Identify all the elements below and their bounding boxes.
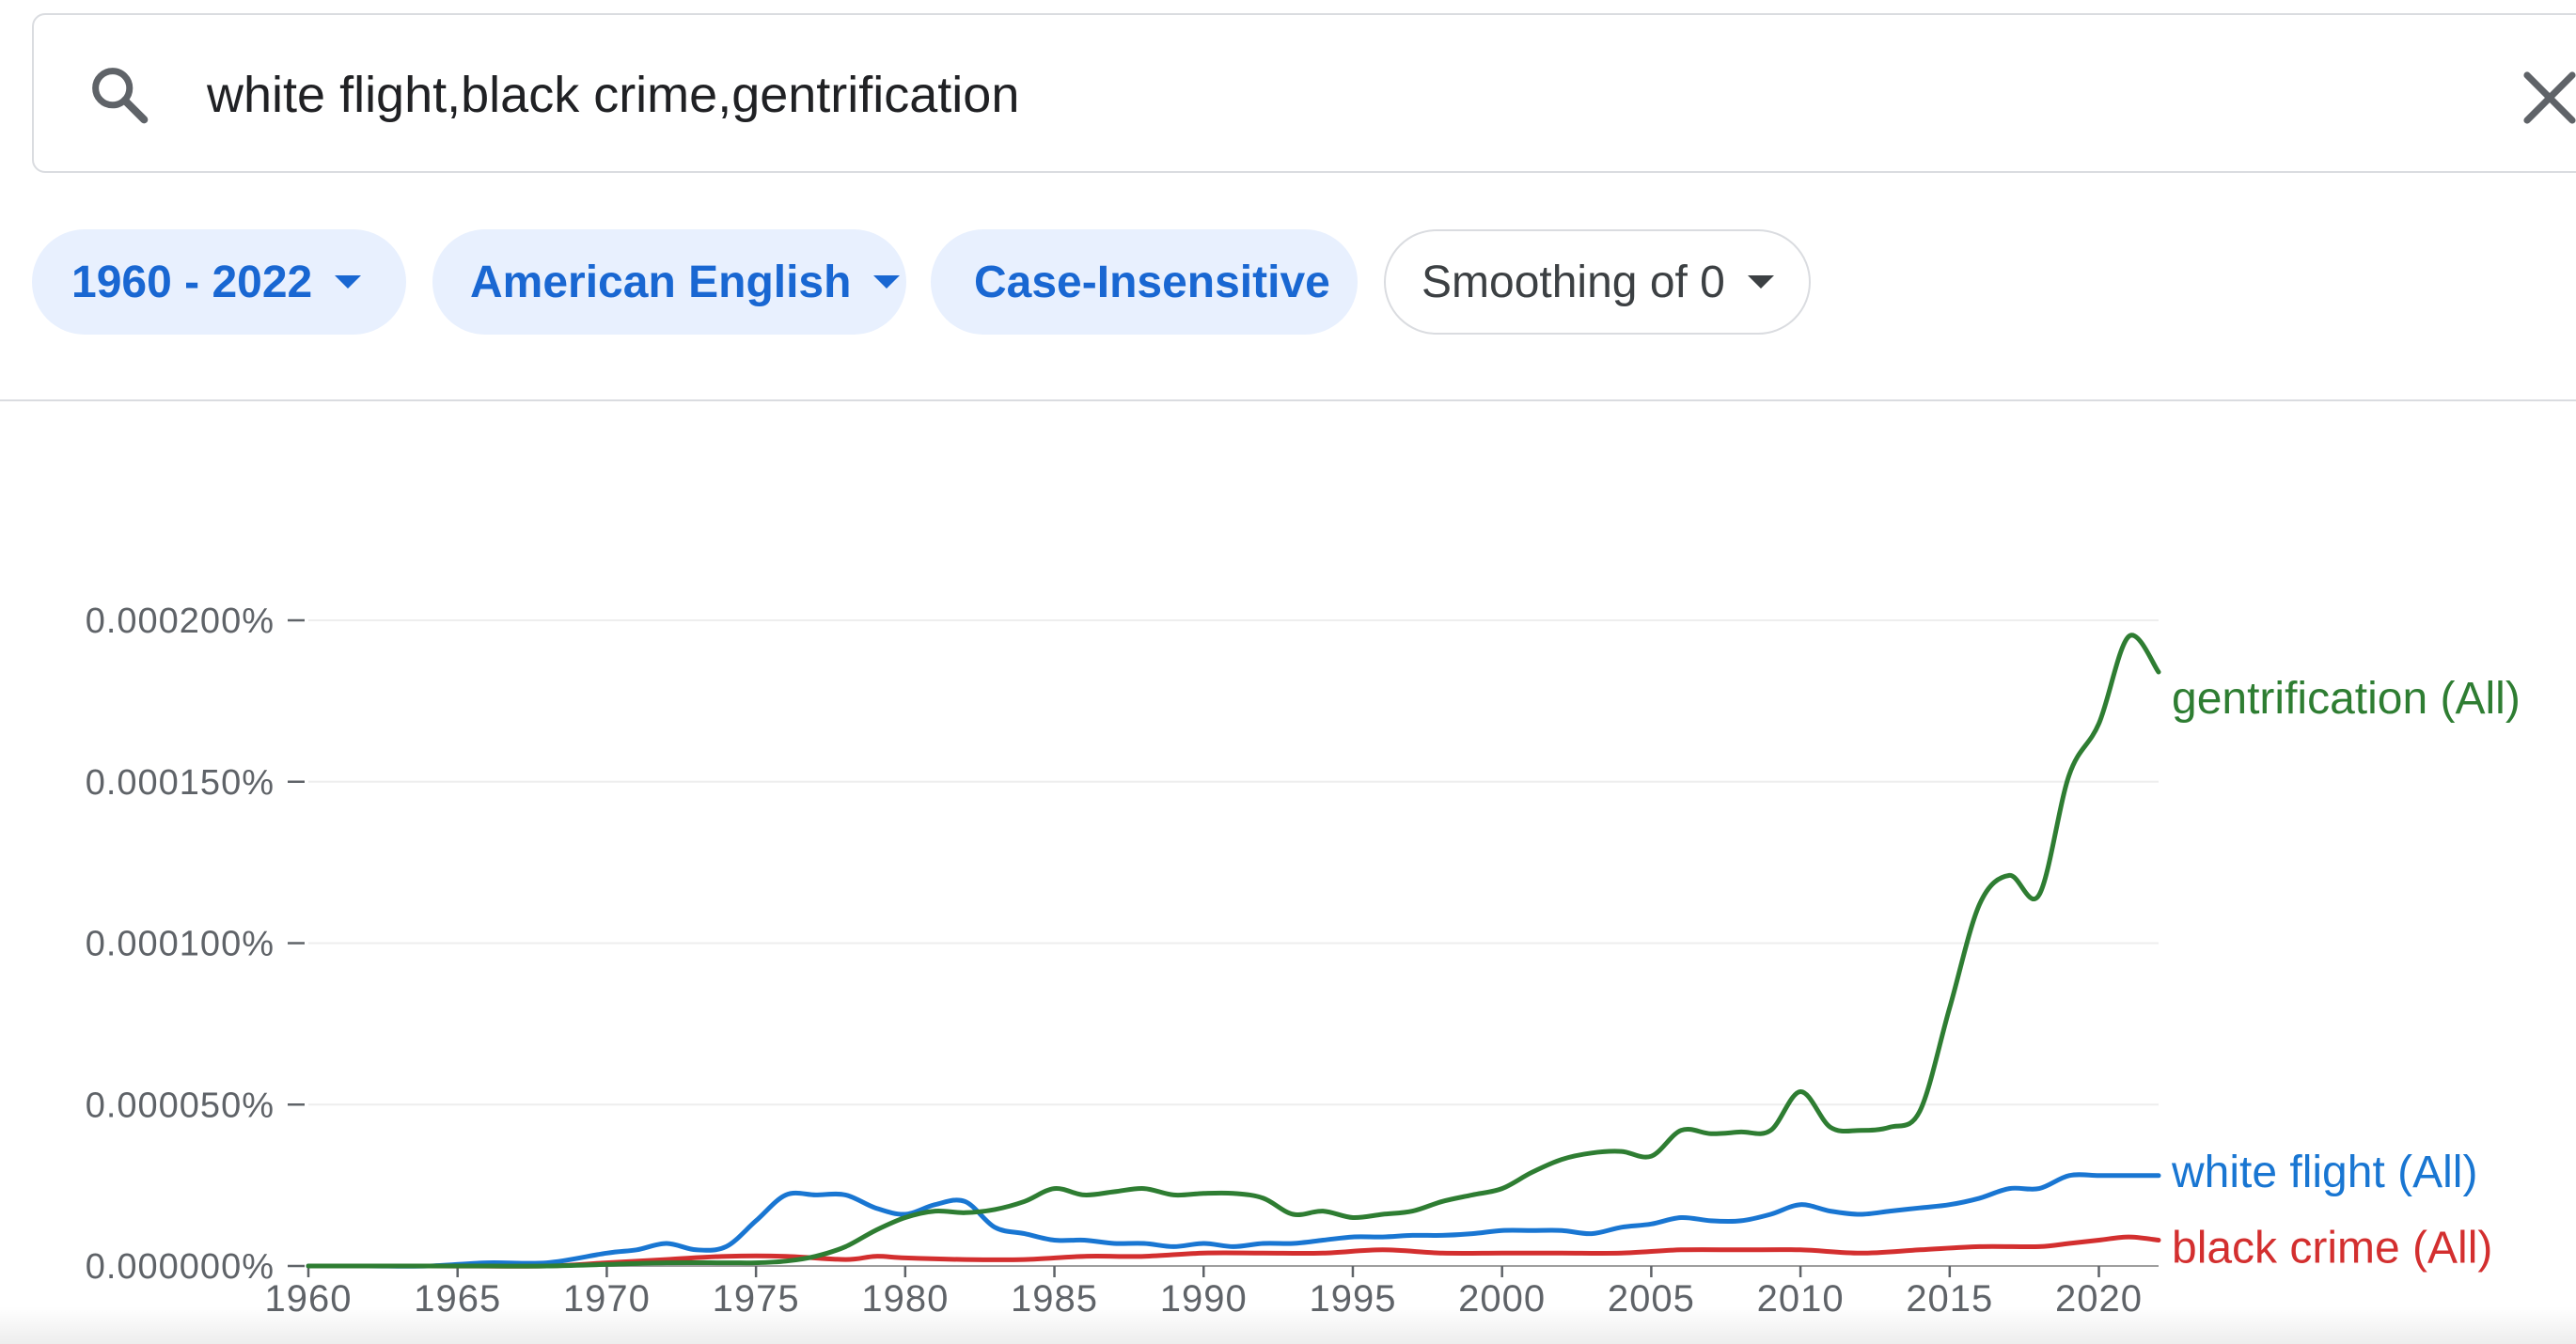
corpus-dropdown[interactable]: American English (432, 229, 906, 335)
y-tick-label: 0.000100% (86, 925, 275, 964)
case-label: Case-Insensitive (974, 257, 1330, 307)
series-line-gentrification-all[interactable] (306, 633, 2161, 1269)
chart-grid (308, 619, 2159, 1267)
search-bar[interactable]: white flight,black crime,gentrification (32, 13, 2576, 173)
x-tick-label: 2020 (2055, 1278, 2143, 1320)
caret-down-icon (1747, 275, 1774, 289)
search-icon (92, 68, 149, 124)
series-label-gentrification-all[interactable]: gentrification (All) (2172, 674, 2521, 724)
y-tick-label: 0.000200% (86, 602, 275, 641)
y-tick-label: 0.000000% (86, 1247, 275, 1287)
year-range-dropdown[interactable]: 1960 - 2022 (32, 229, 406, 335)
x-tick-label: 1960 (265, 1278, 353, 1320)
y-tick-label: 0.000150% (86, 763, 275, 803)
smoothing-label: Smoothing of 0 (1422, 257, 1725, 307)
ngram-line-chart: 0.000000% 0.000050% 0.000100% 0.000150% 0.00… (86, 602, 2521, 1320)
x-tick-label: 2005 (1608, 1278, 1695, 1320)
y-tick-label: 0.000050% (86, 1086, 275, 1125)
bottom-fade (0, 1306, 2576, 1344)
x-tick-label: 1980 (861, 1278, 949, 1320)
x-tick-label: 2015 (1906, 1278, 1993, 1320)
year-range-label: 1960 - 2022 (71, 257, 313, 307)
series-line-black-crime-all[interactable] (306, 1234, 2161, 1269)
series-labels: gentrification (All) white flight (All) bl… (2171, 674, 2521, 1274)
x-tick-label: 1975 (713, 1278, 800, 1320)
x-tick-label: 1985 (1011, 1278, 1098, 1320)
x-tick-label: 1990 (1160, 1278, 1248, 1320)
search-input[interactable]: white flight,black crime,gentrification (207, 67, 1020, 123)
caret-down-icon (873, 275, 901, 289)
caret-down-icon (335, 275, 362, 289)
x-tick-label: 2000 (1458, 1278, 1546, 1320)
corpus-label: American English (470, 257, 852, 307)
y-axis: 0.000000% 0.000050% 0.000100% 0.000150% 0.00… (86, 602, 305, 1287)
series-label-black-crime-all[interactable]: black crime (All) (2172, 1224, 2492, 1274)
smoothing-dropdown[interactable]: Smoothing of 0 (1384, 229, 1811, 335)
x-tick-label: 1995 (1309, 1278, 1396, 1320)
x-tick-label: 2010 (1757, 1278, 1845, 1320)
series-line-white-flight-all[interactable] (306, 1172, 2161, 1269)
case-insensitive-toggle[interactable]: Case-Insensitive (931, 229, 1358, 335)
chart-series (306, 633, 2161, 1269)
x-tick-label: 1970 (563, 1278, 651, 1320)
header-divider (0, 399, 2576, 401)
x-tick-label: 1965 (414, 1278, 501, 1320)
close-icon[interactable] (2516, 64, 2576, 132)
series-label-white-flight-all[interactable]: white flight (All) (2171, 1148, 2477, 1197)
